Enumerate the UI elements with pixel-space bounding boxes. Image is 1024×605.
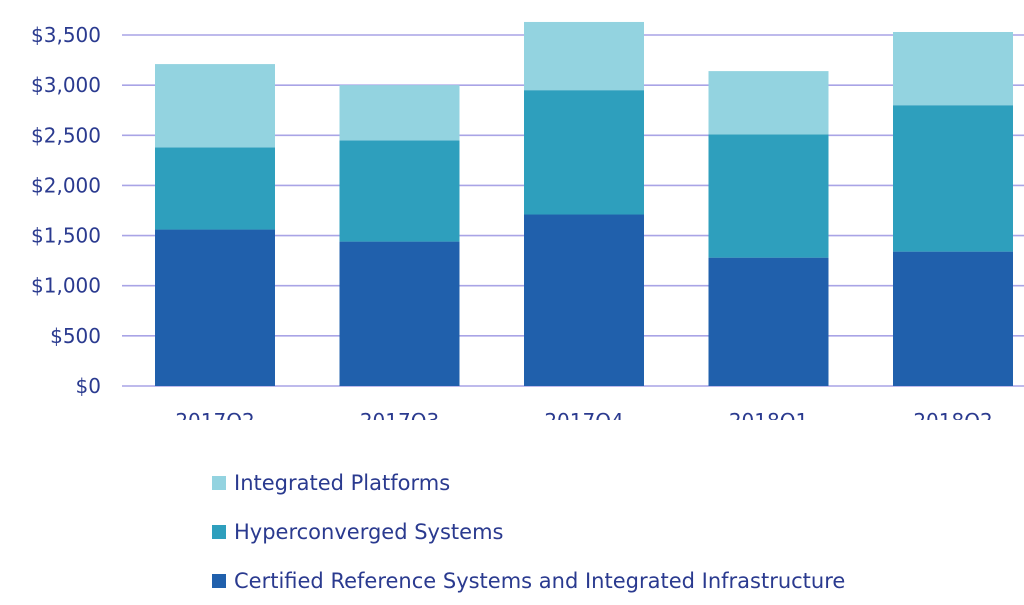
bar-segment [155,64,275,148]
legend: Integrated Platforms Hyperconverged Syst… [212,458,845,605]
y-axis-tick-labels: $0 $500 $1,000 $1,500 $2,000 $2,500 $3,000 $3,5… [31,23,101,398]
legend-swatch-integrated-platforms [212,475,226,490]
x-tick-label: 2017Q3 [360,409,439,420]
legend-label-certified-reference-systems: Certified Reference Systems and Integrat… [234,568,846,593]
y-tick-label: $1,000 [31,274,101,298]
legend-item-certified-reference-systems: Certified Reference Systems and Integrat… [212,556,845,605]
bar-segment [893,31,1013,106]
bar-segment [708,257,829,386]
bar-segment [893,105,1013,252]
x-tick-label: 2017Q4 [544,409,623,420]
y-tick-label: $3,500 [31,23,101,47]
x-tick-label: 2018Q2 [913,409,992,420]
x-tick-label: 2017Q2 [175,409,254,420]
bar-segment [708,71,829,135]
y-tick-label: $500 [50,324,101,348]
legend-item-hyperconverged-systems: Hyperconverged Systems [212,507,845,556]
stacked-bar-chart: $0 $500 $1,000 $1,500 $2,000 $2,500 $3,000 $3,5… [31,21,1024,420]
legend-label-hyperconverged-systems: Hyperconverged Systems [234,519,504,544]
y-tick-label: $2,000 [31,173,101,197]
legend-swatch-certified-reference-systems [212,573,226,588]
bar-segment [893,251,1013,386]
x-tick-label: 2018Q1 [729,409,808,420]
y-tick-label: $3,000 [31,73,101,97]
bar-segment [339,241,460,386]
bar-segment [155,147,275,230]
legend-item-integrated-platforms: Integrated Platforms [212,458,845,507]
legend-swatch-hyperconverged-systems [212,524,226,539]
bar-segment [155,229,275,386]
bar-segment [524,90,644,215]
bar-segment [339,140,460,242]
y-tick-label: $0 [76,374,101,398]
x-axis-tick-labels: 2017Q2 2017Q3 2017Q4 2018Q1 2018Q2 [175,409,992,420]
y-tick-label: $1,500 [31,224,101,248]
bars [155,21,1013,386]
legend-label-integrated-platforms: Integrated Platforms [234,470,451,495]
y-tick-label: $2,500 [31,123,101,147]
bar-segment [524,21,644,91]
bar-segment [524,214,644,386]
bar-segment [339,85,460,141]
bar-segment [708,134,829,258]
